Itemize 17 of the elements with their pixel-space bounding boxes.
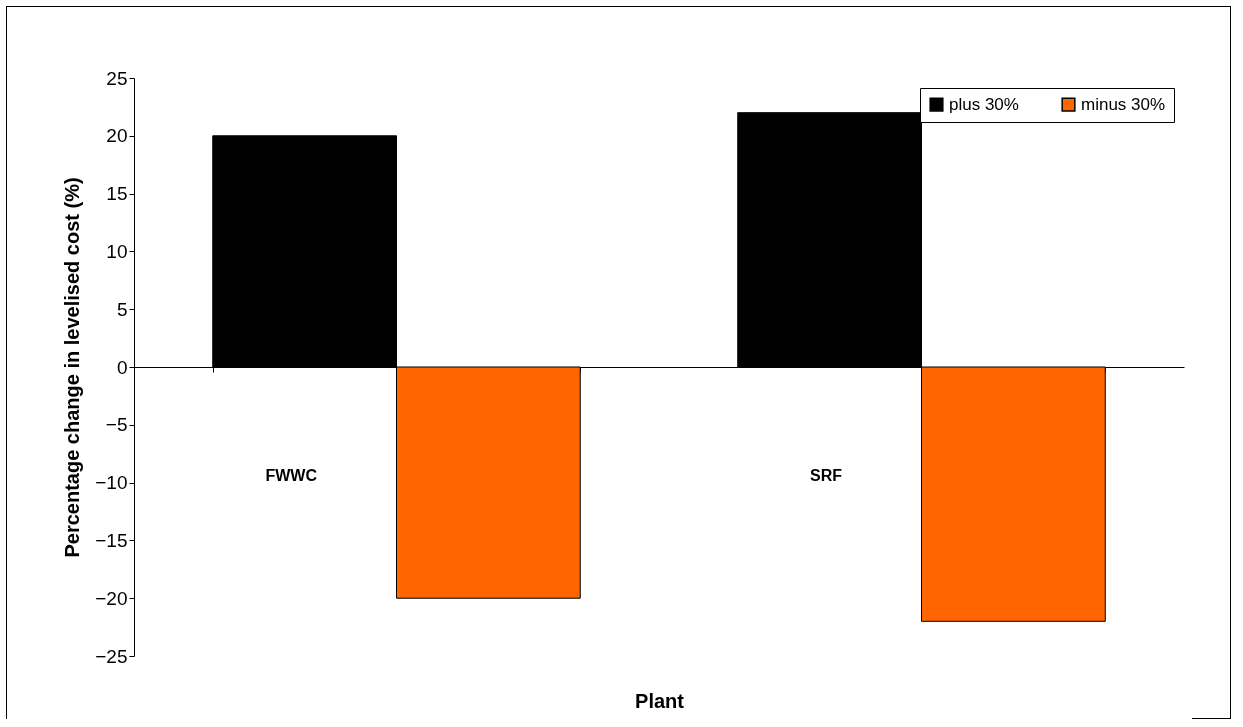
y-tick-label: −15 xyxy=(95,529,128,551)
y-tick-label: 5 xyxy=(116,298,128,320)
y-tick-label: 0 xyxy=(116,356,128,378)
y-tick-label: −25 xyxy=(95,645,128,667)
y-tick-label: −10 xyxy=(95,472,128,494)
legend-label: plus 30% xyxy=(949,94,1019,114)
x-axis-title: Plant xyxy=(635,689,685,712)
y-tick-label: −5 xyxy=(105,414,128,436)
x-tick-label: SRF xyxy=(810,466,843,484)
y-tick-label: 10 xyxy=(106,240,128,262)
y-tick-label: 15 xyxy=(106,183,128,205)
y-tick-label: 20 xyxy=(106,125,128,147)
y-axis-title: Percentage change in levelised cost (%) xyxy=(61,177,84,558)
y-tick-label: 25 xyxy=(106,67,128,89)
y-tick-label: −20 xyxy=(95,587,128,609)
legend-label: minus 30% xyxy=(1081,94,1166,114)
x-tick-label: FWWC xyxy=(265,466,318,484)
